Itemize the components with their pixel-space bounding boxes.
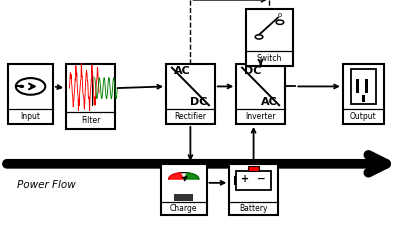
- Text: o: o: [278, 12, 282, 18]
- Bar: [234, 176, 236, 185]
- Bar: [351, 69, 376, 104]
- Circle shape: [255, 35, 263, 39]
- Bar: [248, 166, 259, 171]
- Text: Output: Output: [350, 112, 377, 121]
- Bar: [166, 64, 215, 124]
- Polygon shape: [169, 173, 184, 179]
- Bar: [174, 194, 193, 201]
- Circle shape: [20, 85, 24, 88]
- Bar: [236, 64, 285, 124]
- Text: +: +: [241, 174, 249, 183]
- Bar: [356, 79, 359, 93]
- Text: Inverter: Inverter: [245, 112, 276, 121]
- Text: Switch: Switch: [257, 54, 282, 63]
- Bar: [343, 64, 384, 124]
- Circle shape: [16, 78, 45, 95]
- Text: Charge: Charge: [170, 204, 197, 213]
- Bar: [8, 64, 53, 124]
- Text: Power Flow: Power Flow: [17, 180, 75, 190]
- Bar: [229, 164, 278, 215]
- Text: AC: AC: [173, 66, 190, 76]
- Text: Rectifier: Rectifier: [174, 112, 206, 121]
- Text: DC: DC: [190, 97, 207, 107]
- Bar: [246, 9, 293, 66]
- Circle shape: [276, 20, 284, 24]
- Bar: [362, 95, 365, 102]
- Text: Filter: Filter: [81, 116, 100, 125]
- Text: Input: Input: [21, 112, 40, 121]
- Bar: [66, 64, 115, 129]
- Text: AC: AC: [261, 97, 278, 107]
- Polygon shape: [184, 173, 199, 179]
- Bar: [161, 164, 206, 215]
- Bar: [365, 79, 368, 93]
- Text: DC: DC: [244, 66, 261, 76]
- Bar: [236, 171, 271, 190]
- Text: Battery: Battery: [239, 204, 268, 213]
- Text: −: −: [257, 174, 266, 183]
